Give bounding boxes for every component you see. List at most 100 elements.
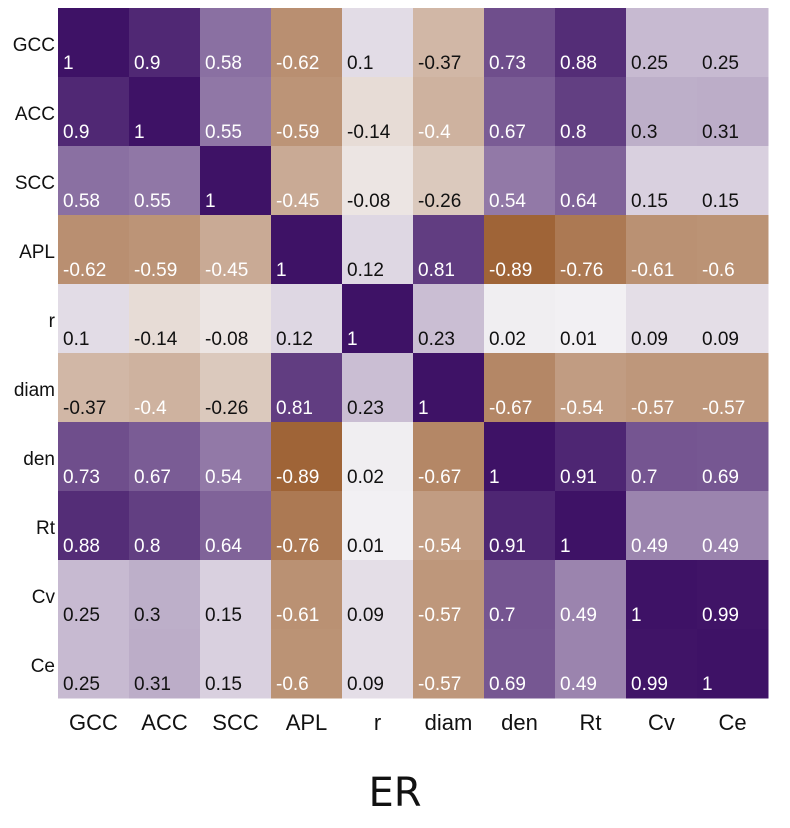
cell-value-label: 0.49 bbox=[560, 674, 597, 695]
cell-value-label: 0.9 bbox=[63, 122, 89, 143]
heatmap-cell bbox=[626, 215, 698, 285]
heatmap-cell bbox=[697, 215, 769, 285]
heatmap-cell bbox=[271, 284, 343, 354]
heatmap-cell bbox=[342, 422, 414, 492]
column-label: Cv bbox=[648, 710, 675, 735]
cell-value-label: 0.91 bbox=[560, 467, 597, 488]
cell-value-label: -0.57 bbox=[418, 605, 461, 626]
heatmap-cell bbox=[484, 560, 556, 630]
cell-value-label: -0.4 bbox=[418, 122, 451, 143]
heatmap-cell bbox=[626, 560, 698, 630]
cell-value-label: 1 bbox=[276, 260, 287, 281]
heatmap-cell bbox=[58, 77, 130, 147]
row-label: ACC bbox=[15, 104, 55, 125]
heatmap-cell bbox=[413, 560, 485, 630]
cell-value-label: 0.99 bbox=[631, 674, 668, 695]
heatmap-cell bbox=[129, 353, 201, 423]
cell-value-label: 0.01 bbox=[560, 329, 597, 350]
heatmap-cell bbox=[58, 8, 130, 78]
heatmap-cell bbox=[271, 560, 343, 630]
cell-value-label: 1 bbox=[489, 467, 500, 488]
cell-value-label: 0.91 bbox=[489, 536, 526, 557]
heatmap-cell bbox=[413, 215, 485, 285]
cell-value-label: 0.25 bbox=[631, 53, 668, 74]
cell-value-label: 0.31 bbox=[702, 122, 739, 143]
cell-value-label: -0.89 bbox=[276, 467, 319, 488]
heatmap-cell bbox=[129, 629, 201, 699]
cell-value-label: -0.6 bbox=[276, 674, 309, 695]
heatmap-cell bbox=[200, 284, 272, 354]
heatmap-cell bbox=[555, 8, 627, 78]
cell-value-label: 0.81 bbox=[276, 398, 313, 419]
cell-value-label: 1 bbox=[205, 191, 216, 212]
heatmap-cell bbox=[200, 8, 272, 78]
heatmap-cell bbox=[413, 77, 485, 147]
heatmap-cell bbox=[413, 146, 485, 216]
cell-value-label: -0.37 bbox=[418, 53, 461, 74]
heatmap-cell bbox=[129, 560, 201, 630]
heatmap-cell bbox=[697, 629, 769, 699]
cell-value-label: -0.59 bbox=[134, 260, 177, 281]
cell-value-label: -0.4 bbox=[134, 398, 167, 419]
cell-value-label: 0.15 bbox=[702, 191, 739, 212]
cell-value-label: 0.3 bbox=[631, 122, 657, 143]
column-axis-labels: GCC ACC SCC APL r diam den Rt Cv Ce bbox=[69, 710, 747, 735]
cell-value-label: 0.73 bbox=[489, 53, 526, 74]
heatmap-cell bbox=[200, 422, 272, 492]
heatmap-cell bbox=[58, 353, 130, 423]
chart-title: ER bbox=[368, 770, 422, 816]
heatmap-cell bbox=[200, 491, 272, 561]
cell-value-label: 0.25 bbox=[702, 53, 739, 74]
heatmap-cell bbox=[484, 422, 556, 492]
heatmap-cell bbox=[342, 215, 414, 285]
heatmap-cell bbox=[555, 629, 627, 699]
cell-value-label: 0.88 bbox=[560, 53, 597, 74]
heatmap-cell bbox=[697, 560, 769, 630]
heatmap-cell bbox=[555, 284, 627, 354]
column-label: Ce bbox=[718, 710, 746, 735]
cell-value-label: 0.9 bbox=[134, 53, 160, 74]
heatmap-cell bbox=[697, 422, 769, 492]
heatmap-cell bbox=[413, 629, 485, 699]
heatmap-cell bbox=[342, 491, 414, 561]
cell-value-label: -0.76 bbox=[276, 536, 319, 557]
column-label: diam bbox=[425, 710, 473, 735]
heatmap-cell bbox=[129, 77, 201, 147]
heatmap-cells bbox=[58, 8, 769, 699]
cell-value-label: 0.69 bbox=[489, 674, 526, 695]
cell-value-label: -0.14 bbox=[134, 329, 178, 350]
cell-value-label: 0.58 bbox=[63, 191, 100, 212]
heatmap-cell bbox=[697, 8, 769, 78]
cell-value-label: 0.64 bbox=[560, 191, 597, 212]
heatmap-cell bbox=[413, 491, 485, 561]
cell-value-label: 0.58 bbox=[205, 53, 242, 74]
cell-value-label: 0.69 bbox=[702, 467, 739, 488]
cell-value-label: 0.7 bbox=[631, 467, 657, 488]
heatmap-cell bbox=[697, 284, 769, 354]
cell-value-label: 0.55 bbox=[205, 122, 242, 143]
cell-value-label: -0.45 bbox=[276, 191, 319, 212]
heatmap-cell bbox=[484, 284, 556, 354]
heatmap-cell bbox=[342, 560, 414, 630]
cell-value-label: 1 bbox=[418, 398, 429, 419]
cell-value-label: -0.08 bbox=[347, 191, 390, 212]
heatmap-cell bbox=[342, 629, 414, 699]
cell-value-label: 0.54 bbox=[205, 467, 242, 488]
cell-value-label: 0.09 bbox=[631, 329, 668, 350]
cell-value-label: -0.62 bbox=[276, 53, 319, 74]
heatmap-cell bbox=[413, 284, 485, 354]
heatmap-cell bbox=[626, 146, 698, 216]
cell-value-label: -0.45 bbox=[205, 260, 248, 281]
heatmap-cell bbox=[58, 146, 130, 216]
heatmap-cell bbox=[200, 215, 272, 285]
cell-value-label: 0.49 bbox=[631, 536, 668, 557]
row-label: Cv bbox=[32, 587, 56, 608]
row-label: GCC bbox=[13, 35, 55, 56]
heatmap-cell bbox=[484, 146, 556, 216]
cell-value-label: 0.25 bbox=[63, 605, 100, 626]
heatmap-cell bbox=[129, 146, 201, 216]
cell-value-label: -0.6 bbox=[702, 260, 735, 281]
heatmap-cell bbox=[200, 353, 272, 423]
heatmap-cell bbox=[697, 77, 769, 147]
